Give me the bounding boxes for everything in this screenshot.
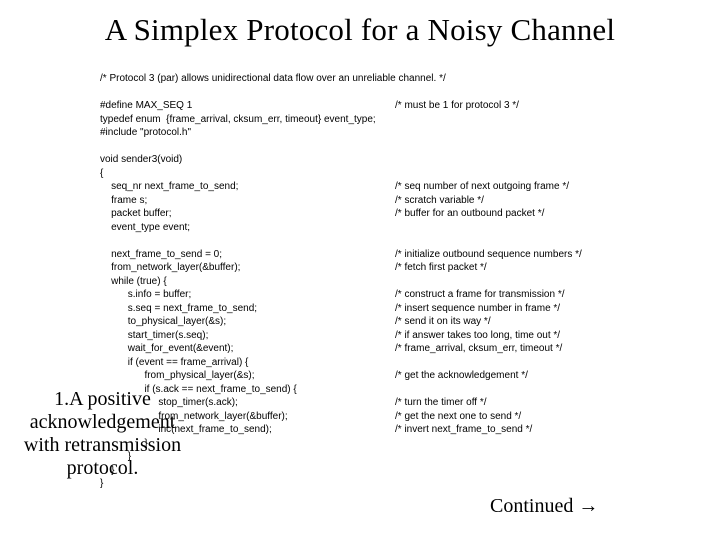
code-line: start_timer(s.seq);: [100, 330, 208, 341]
code-comment: /* if answer takes too long, time out */: [395, 329, 560, 343]
code-comment: /* must be 1 for protocol 3 */: [395, 99, 519, 113]
code-line: #define MAX_SEQ 1: [100, 100, 192, 111]
code-comment: /* invert next_frame_to_send */: [395, 423, 532, 437]
code-comment: /* insert sequence number in frame */: [395, 302, 560, 316]
code-line: seq_nr next_frame_to_send;: [100, 181, 238, 192]
code-comment: /* seq number of next outgoing frame */: [395, 180, 569, 194]
code-line: next_frame_to_send = 0;: [100, 249, 222, 260]
code-line: wait_for_event(&event);: [100, 343, 233, 354]
code-line: from_network_layer(&buffer);: [100, 262, 240, 273]
code-line: typedef enum {frame_arrival, cksum_err, …: [100, 114, 376, 125]
code-comment: /* construct a frame for transmission */: [395, 288, 565, 302]
code-comment: /* turn the timer off */: [395, 396, 487, 410]
code-line: /* Protocol 3 (par) allows unidirectiona…: [100, 73, 446, 84]
caption-text: protocol.: [67, 457, 139, 479]
caption-text: with retransmission: [24, 434, 181, 456]
code-comment: /* frame_arrival, cksum_err, timeout */: [395, 342, 562, 356]
code-line: packet buffer;: [100, 208, 172, 219]
code-line: to_physical_layer(&s);: [100, 316, 226, 327]
code-comment: /* initialize outbound sequence numbers …: [395, 248, 582, 262]
slide: A Simplex Protocol for a Noisy Channel /…: [0, 0, 720, 540]
code-comment: /* get the acknowledgement */: [395, 369, 528, 383]
code-line: {: [100, 168, 103, 179]
code-line: s.info = buffer;: [100, 289, 191, 300]
code-line: s.seq = next_frame_to_send;: [100, 303, 257, 314]
code-line: event_type event;: [100, 222, 190, 233]
continued-label: Continued →: [490, 495, 598, 518]
code-line: from_physical_layer(&s);: [100, 370, 255, 381]
caption-text: 1.A positive: [54, 388, 151, 410]
figure-caption: 1.A positive acknowledgement with retran…: [10, 388, 195, 480]
code-line: while (true) {: [100, 276, 167, 287]
caption-text: acknowledgement: [30, 411, 176, 433]
slide-title: A Simplex Protocol for a Noisy Channel: [0, 12, 720, 48]
code-line: void sender3(void): [100, 154, 182, 165]
code-comment: /* buffer for an outbound packet */: [395, 207, 544, 221]
code-comment: /* fetch first packet */: [395, 261, 487, 275]
code-line: frame s;: [100, 195, 147, 206]
code-line: if (event == frame_arrival) {: [100, 357, 248, 368]
code-line: #include "protocol.h": [100, 127, 191, 138]
code-comment: /* get the next one to send */: [395, 410, 521, 424]
code-comment: /* send it on its way */: [395, 315, 491, 329]
code-comment: /* scratch variable */: [395, 194, 484, 208]
